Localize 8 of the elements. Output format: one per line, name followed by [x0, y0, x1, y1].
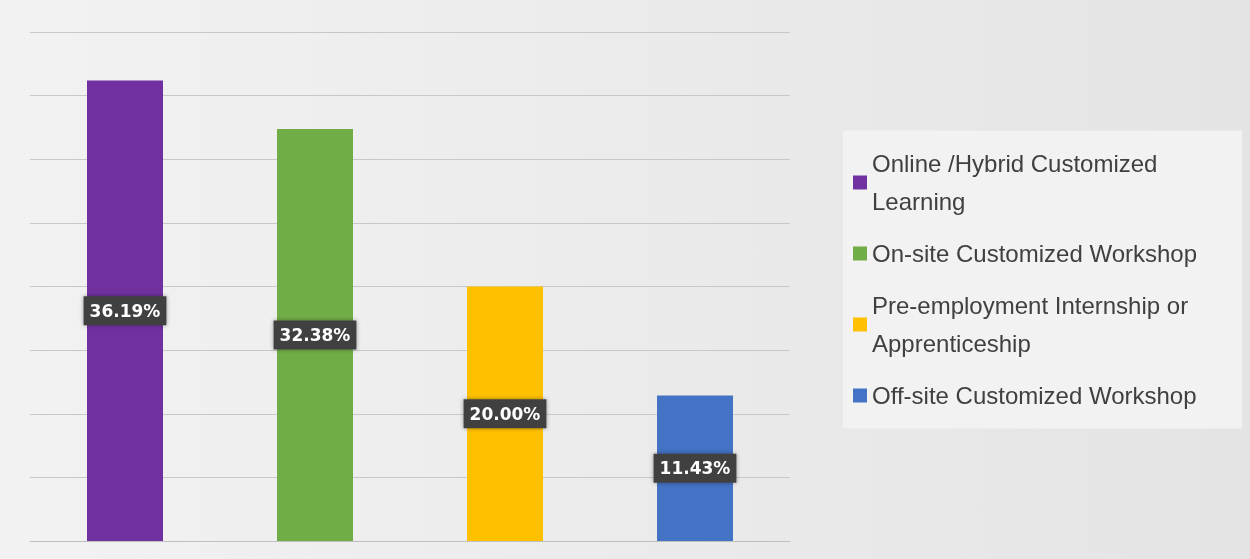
legend-label: Online /Hybrid Customized Learning: [872, 150, 1165, 215]
data-label: 32.38%: [279, 324, 351, 345]
legend-label: Pre-employment Internship or Apprenticeship: [872, 292, 1195, 357]
data-label: 11.43%: [659, 458, 731, 479]
legend-label: Off-site Customized Workshop: [872, 382, 1197, 409]
data-label: 20.00%: [469, 403, 541, 424]
legend-label: On-site Customized Workshop: [872, 240, 1198, 267]
data-label: 36.19%: [89, 300, 161, 321]
